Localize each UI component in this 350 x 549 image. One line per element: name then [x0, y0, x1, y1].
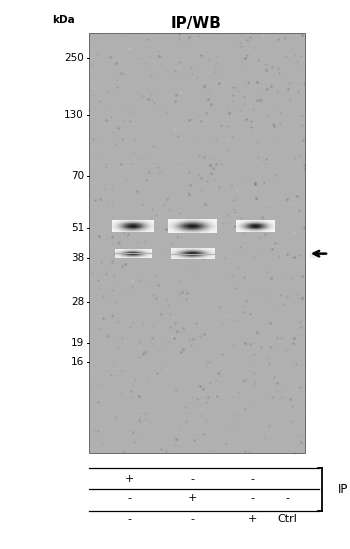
Text: -: - [127, 514, 132, 524]
Text: -: - [285, 493, 289, 503]
Text: -: - [250, 474, 254, 484]
Text: 16: 16 [71, 357, 84, 367]
Text: kDa: kDa [52, 15, 75, 25]
Text: -: - [127, 493, 132, 503]
Text: +: + [247, 514, 257, 524]
Text: -: - [190, 474, 195, 484]
Text: 70: 70 [71, 171, 84, 181]
Text: +: + [188, 493, 197, 503]
Text: IP: IP [338, 483, 348, 496]
Text: IP/WB: IP/WB [170, 16, 222, 31]
Text: 38: 38 [71, 253, 84, 263]
Text: 51: 51 [71, 223, 84, 233]
Text: +: + [125, 474, 134, 484]
Text: 250: 250 [64, 53, 84, 63]
Text: -: - [190, 514, 195, 524]
Text: 19: 19 [71, 338, 84, 348]
Bar [89, 33, 304, 453]
Text: -: - [250, 493, 254, 503]
Text: 130: 130 [64, 110, 84, 120]
Text: Ctrl: Ctrl [277, 514, 297, 524]
Text: 28: 28 [71, 297, 84, 307]
